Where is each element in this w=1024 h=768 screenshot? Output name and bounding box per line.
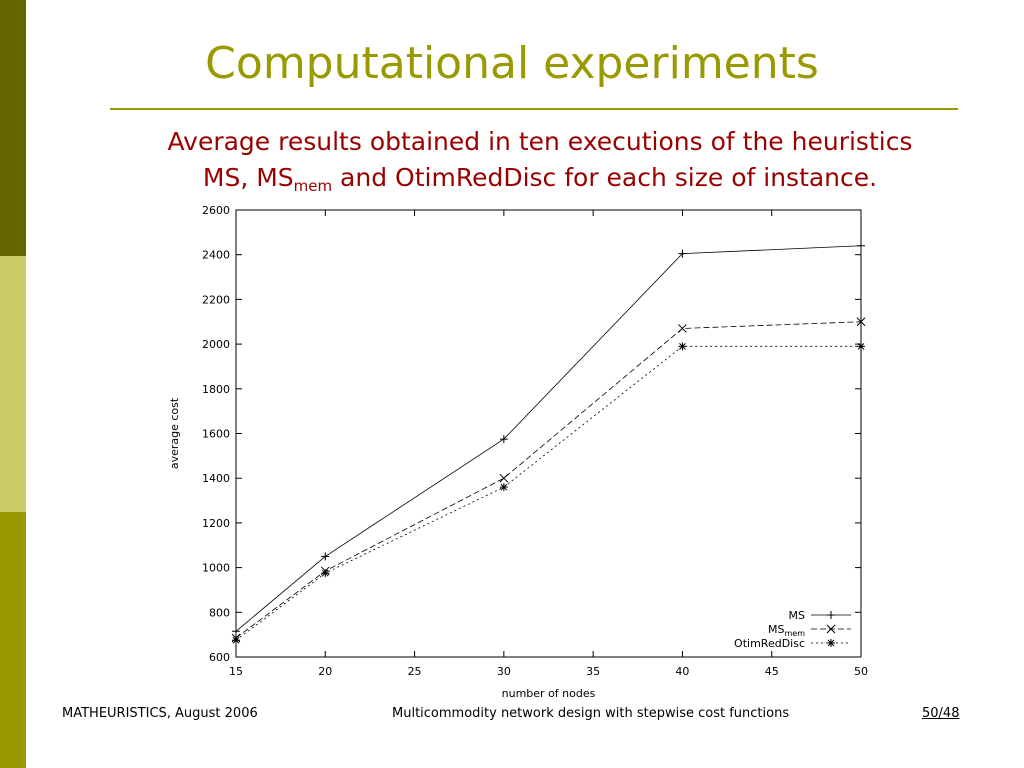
series-3-point — [232, 636, 240, 645]
series-3-point — [499, 483, 508, 492]
plot-frame — [235, 209, 862, 658]
y-tick-label: 1000 — [202, 562, 230, 575]
series-3-point — [321, 569, 330, 578]
y-tick-label: 1600 — [202, 428, 230, 441]
x-tick-label: 40 — [675, 665, 689, 678]
series-3-point — [857, 342, 865, 351]
subtitle-text-a: MS, MS — [202, 163, 294, 192]
y-tick-label: 1400 — [202, 472, 230, 485]
legend-label-1: MS — [789, 609, 805, 622]
x-tick-label: 50 — [854, 665, 868, 678]
footer-page-number[interactable]: 50/48 — [922, 706, 960, 721]
y-tick-label: 2200 — [202, 293, 230, 306]
legend-label-2: MSmem — [768, 623, 805, 638]
y-tick-label: 1200 — [202, 517, 230, 530]
x-tick-label: 15 — [229, 665, 243, 678]
y-tick-label: 600 — [209, 651, 230, 664]
subtitle-subscript: mem — [293, 177, 333, 195]
series-3-point — [678, 342, 687, 351]
x-tick-label: 25 — [408, 665, 422, 678]
y-tick-label: 800 — [209, 606, 230, 619]
series-2-point — [856, 317, 866, 327]
legend-marker-1 — [827, 611, 835, 619]
series-1-point — [232, 627, 240, 636]
legend-marker-3 — [827, 639, 835, 647]
legend-marker-2 — [826, 624, 836, 634]
series-line-3 — [235, 345, 861, 641]
y-tick-label: 2000 — [202, 338, 230, 351]
decor-bar-middle — [0, 256, 26, 512]
series-1-point — [857, 241, 865, 250]
x-tick-label: 20 — [318, 665, 332, 678]
y-tick-label: 2400 — [202, 249, 230, 262]
title-rule — [110, 108, 958, 110]
series-line-2 — [235, 321, 862, 639]
slide-subtitle: Average results obtained in ten executio… — [60, 124, 1020, 196]
x-tick-label: 30 — [497, 665, 511, 678]
footer-event: MATHEURISTICS, August 2006 — [62, 706, 258, 721]
subtitle-text-b: and OtimRedDisc for each size of instanc… — [332, 163, 878, 192]
y-tick-label: 1800 — [202, 383, 230, 396]
series-1-point — [321, 552, 330, 561]
subtitle-line-2: MS, MSmem and OtimRedDisc for each size … — [60, 160, 1020, 196]
series-line-1 — [235, 245, 862, 632]
y-tick-label: 2600 — [202, 204, 230, 217]
x-tick-label: 45 — [765, 665, 779, 678]
subtitle-line-1: Average results obtained in ten executio… — [167, 127, 913, 156]
series-1-point — [678, 249, 687, 258]
series-2-point — [678, 324, 687, 333]
y-axis-label: average cost — [168, 397, 181, 469]
series-1-point — [499, 435, 508, 444]
legend-label-3: OtimRedDisc — [734, 637, 805, 650]
decor-bar-top — [0, 0, 26, 256]
slide-title: Computational experiments — [205, 38, 819, 89]
line-chart: 600 800 1000 1200 1400 1600 1800 2000 2200 2400 26… — [168, 204, 868, 700]
x-axis-label: number of nodes — [502, 687, 596, 700]
x-tick-label: 35 — [586, 665, 600, 678]
footer-topic: Multicommodity network design with stepw… — [392, 706, 790, 721]
series-2-point — [499, 473, 509, 483]
decor-bar-bottom — [0, 512, 26, 768]
